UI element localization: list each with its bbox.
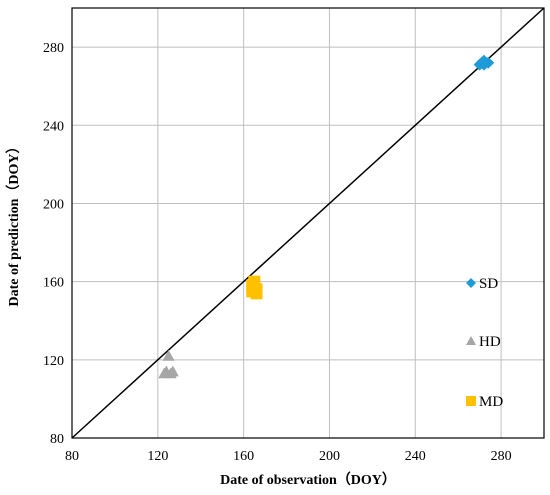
- legend-label-sd: SD: [479, 276, 498, 292]
- legend-label-hd: HD: [479, 334, 501, 350]
- legend-label-md: MD: [479, 394, 503, 410]
- x-tick-label: 80: [65, 449, 79, 464]
- one-to-one-line: [71, 7, 545, 439]
- x-tick-label: 120: [147, 449, 168, 464]
- x-tick-label: 240: [405, 449, 426, 464]
- legend-marker-md: [466, 396, 476, 406]
- y-axis-title: Date of prediction（DOY）: [6, 140, 22, 307]
- x-tick-label: 160: [233, 449, 254, 464]
- data-point-hd: [166, 365, 179, 377]
- legend: SD HD MD: [466, 276, 503, 410]
- y-tick-label: 80: [50, 432, 64, 447]
- data-points: [158, 54, 495, 379]
- x-axis-ticks: 80 120 160 200 240 280: [65, 449, 512, 464]
- plot-area-border: [71, 7, 545, 439]
- x-tick-label: 200: [319, 449, 340, 464]
- data-point-hd: [162, 349, 175, 361]
- data-point-md: [246, 279, 259, 292]
- legend-marker-hd: [466, 336, 476, 345]
- y-tick-label: 280: [43, 41, 64, 56]
- y-tick-label: 120: [43, 354, 64, 369]
- x-axis-title: Date of observation（DOY）: [220, 472, 396, 488]
- x-tick-label: 280: [491, 449, 512, 464]
- y-tick-label: 240: [43, 119, 64, 134]
- y-axis-ticks: 80 120 160 200 240 280: [43, 41, 64, 447]
- legend-marker-sd: [466, 278, 476, 288]
- y-tick-label: 200: [43, 197, 64, 212]
- data-point-sd: [477, 54, 490, 67]
- y-tick-label: 160: [43, 276, 64, 291]
